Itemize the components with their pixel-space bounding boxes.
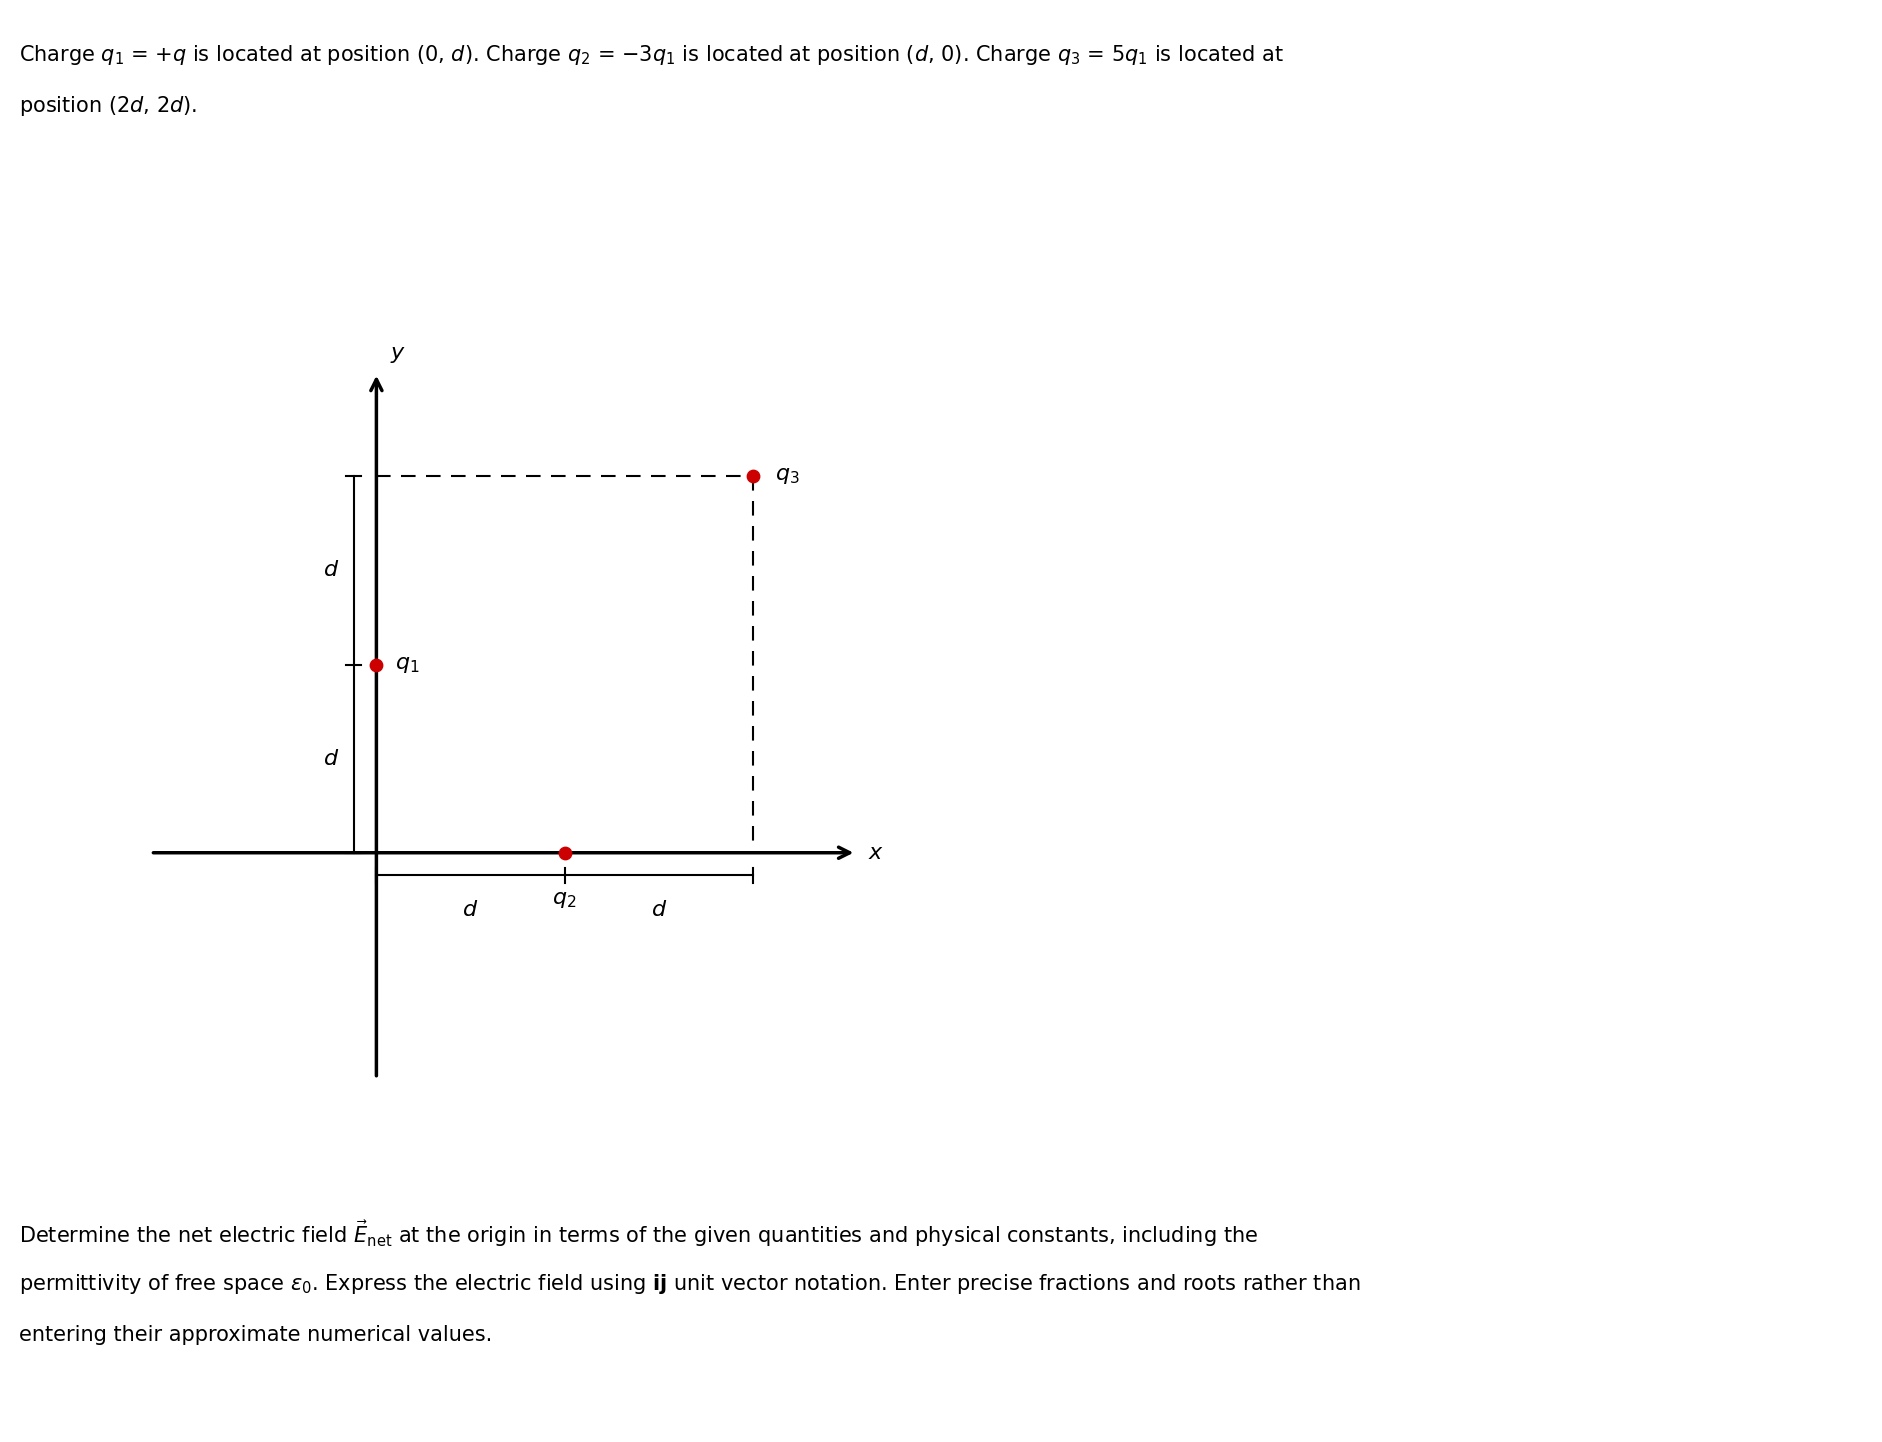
- Text: Charge $q_1$ = +$q$ is located at position (0, $d$). Charge $q_2$ = $-3q_1$ is l: Charge $q_1$ = +$q$ is located at positi…: [19, 43, 1284, 68]
- Text: entering their approximate numerical values.: entering their approximate numerical val…: [19, 1325, 491, 1345]
- Text: $d$: $d$: [322, 748, 339, 769]
- Text: $d$: $d$: [322, 561, 339, 581]
- Text: permittivity of free space $\varepsilon_0$. Express the electric field using $\m: permittivity of free space $\varepsilon_…: [19, 1272, 1361, 1296]
- Text: $x$: $x$: [868, 842, 883, 862]
- Point: [738, 464, 768, 487]
- Text: Determine the net electric field $\vec{E}_{\mathrm{net}}$ at the origin in terms: Determine the net electric field $\vec{E…: [19, 1218, 1257, 1249]
- Text: $q_2$: $q_2$: [553, 890, 576, 910]
- Text: $d$: $d$: [463, 900, 478, 920]
- Point: [550, 841, 580, 864]
- Text: $y$: $y$: [390, 345, 405, 365]
- Text: $d$: $d$: [651, 900, 666, 920]
- Text: $q_3$: $q_3$: [775, 466, 800, 486]
- Point: [361, 653, 391, 676]
- Text: position (2$d$, 2$d$).: position (2$d$, 2$d$).: [19, 94, 198, 118]
- Text: $q_1$: $q_1$: [395, 655, 420, 675]
